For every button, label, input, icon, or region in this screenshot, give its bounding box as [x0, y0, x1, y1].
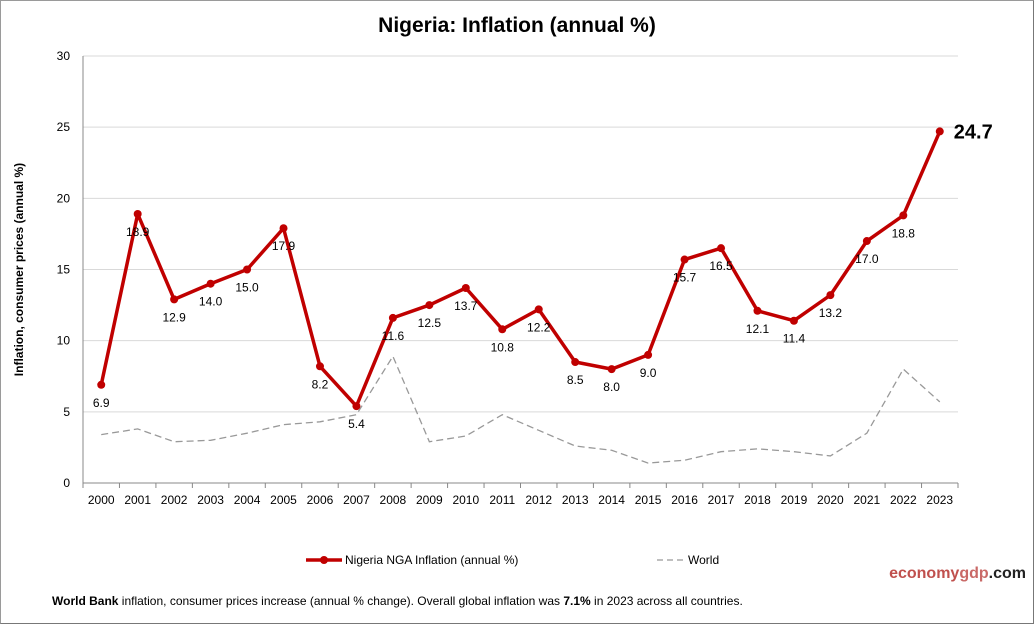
- x-tick-label: 2008: [380, 493, 407, 507]
- x-tick-label: 2010: [452, 493, 479, 507]
- x-tick-label: 2013: [562, 493, 589, 507]
- data-label: 15.7: [673, 271, 697, 285]
- data-label: 15.0: [235, 281, 259, 295]
- x-tick-label: 2005: [270, 493, 297, 507]
- data-point-nigeria: [243, 265, 252, 274]
- data-point-nigeria: [534, 305, 543, 314]
- y-tick-label: 0: [63, 476, 70, 490]
- data-label: 12.9: [162, 310, 186, 324]
- data-label: 17.0: [855, 252, 879, 266]
- x-tick-label: 2001: [124, 493, 151, 507]
- data-label: 5.4: [348, 417, 365, 431]
- data-point-nigeria: [425, 301, 434, 310]
- data-point-nigeria: [388, 313, 397, 322]
- x-tick-label: 2011: [489, 493, 515, 507]
- data-label: 12.5: [418, 316, 442, 330]
- data-label: 6.9: [93, 396, 110, 410]
- data-label: 9.0: [640, 366, 657, 380]
- chart-title: Nigeria: Inflation (annual %): [378, 14, 656, 37]
- data-point-nigeria: [899, 211, 908, 220]
- x-tick-label: 2014: [598, 493, 625, 507]
- x-tick-label: 2009: [416, 493, 443, 507]
- data-point-nigeria: [571, 358, 580, 367]
- y-tick-label: 25: [57, 120, 71, 134]
- x-tick-label: 2000: [88, 493, 115, 507]
- data-point-nigeria: [644, 350, 653, 359]
- data-label: 11.4: [783, 332, 806, 346]
- data-point-nigeria: [607, 365, 616, 374]
- data-label: 18.9: [126, 225, 150, 239]
- data-label-latest: 24.7: [954, 121, 993, 143]
- data-label: 11.6: [382, 329, 405, 343]
- legend-label-world: World: [688, 553, 719, 567]
- x-tick-label: 2006: [307, 493, 334, 507]
- x-tick-label: 2012: [525, 493, 552, 507]
- data-point-nigeria: [170, 295, 179, 304]
- x-tick-label: 2021: [854, 493, 881, 507]
- y-tick-label: 15: [57, 263, 71, 277]
- data-label: 12.1: [746, 322, 770, 336]
- x-tick-label: 2004: [234, 493, 261, 507]
- data-label: 13.2: [819, 306, 843, 320]
- data-point-nigeria: [753, 306, 762, 315]
- data-point-nigeria: [789, 316, 798, 325]
- x-tick-label: 2017: [708, 493, 735, 507]
- data-point-nigeria: [279, 224, 288, 233]
- data-point-nigeria: [461, 284, 470, 293]
- x-tick-label: 2022: [890, 493, 917, 507]
- x-tick-label: 2003: [197, 493, 224, 507]
- x-tick-label: 2019: [781, 493, 808, 507]
- data-label: 17.9: [272, 239, 296, 253]
- x-tick-label: 2007: [343, 493, 370, 507]
- x-tick-label: 2002: [161, 493, 188, 507]
- x-tick-label: 2020: [817, 493, 844, 507]
- data-label: 8.0: [603, 380, 620, 394]
- data-point-nigeria: [133, 209, 142, 218]
- data-label: 8.5: [567, 373, 584, 387]
- data-point-nigeria: [680, 255, 689, 264]
- data-point-nigeria: [206, 279, 215, 288]
- series-line-world: [101, 354, 941, 464]
- brand-logo: economygdp.com: [889, 565, 1026, 582]
- y-tick-label: 5: [63, 405, 70, 419]
- footer-note: World Bank inflation, consumer prices in…: [52, 594, 743, 608]
- y-tick-label: 30: [57, 49, 71, 63]
- legend-label-nigeria: Nigeria NGA Inflation (annual %): [345, 553, 518, 567]
- data-point-nigeria: [352, 402, 361, 411]
- data-point-nigeria: [862, 237, 871, 246]
- data-point-nigeria: [717, 244, 726, 253]
- data-label: 14.0: [199, 295, 223, 309]
- data-point-nigeria: [498, 325, 507, 334]
- data-label: 8.2: [312, 377, 329, 391]
- data-point-nigeria: [826, 291, 835, 300]
- data-label: 18.8: [892, 226, 916, 240]
- x-tick-label: 2023: [926, 493, 953, 507]
- y-axis-label: Inflation, consumer prices (annual %): [12, 163, 26, 376]
- data-label: 10.8: [491, 340, 515, 354]
- y-tick-label: 10: [57, 334, 71, 348]
- series-line-nigeria: [99, 130, 942, 408]
- x-tick-label: 2018: [744, 493, 771, 507]
- data-label: 12.2: [527, 320, 551, 334]
- data-point-nigeria: [935, 127, 944, 136]
- x-tick-label: 2016: [671, 493, 698, 507]
- x-tick-label: 2015: [635, 493, 662, 507]
- data-label: 13.7: [454, 299, 478, 313]
- y-tick-label: 20: [57, 191, 71, 205]
- data-point-nigeria: [315, 362, 324, 371]
- legend-marker-nigeria: [320, 556, 328, 564]
- data-label: 16.5: [709, 259, 733, 273]
- data-point-nigeria: [97, 380, 106, 389]
